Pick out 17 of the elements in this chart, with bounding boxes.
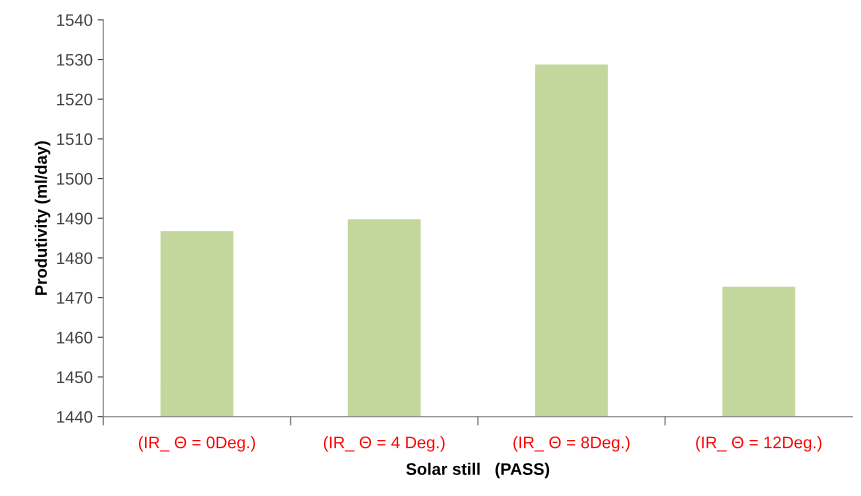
y-tick-label: 1450 <box>57 371 92 384</box>
y-tick-label: 1490 <box>57 212 92 224</box>
y-tick-label: 1530 <box>57 54 92 66</box>
y-axis-title: Produtivity (ml/day) <box>34 141 50 295</box>
y-tick-label: 1510 <box>57 133 92 146</box>
y-tick-label: 1540 <box>57 14 92 26</box>
y-tick-label: 1480 <box>57 252 92 264</box>
y-tick-label: 1470 <box>57 292 92 304</box>
x-tick-label: (IR_ Θ = 12Deg.) <box>696 436 822 452</box>
x-tick-label: (IR_ Θ = 8Deg.) <box>513 436 630 452</box>
x-tick-label: (IR_ Θ = 0Deg.) <box>138 436 255 452</box>
y-tick-label: 1460 <box>57 332 92 344</box>
x-tick-label: (IR_ Θ = 4 Deg.) <box>324 436 445 452</box>
x-axis-title: Solar still (PASS) <box>406 462 550 478</box>
y-tick-label: 1440 <box>57 411 92 423</box>
y-tick-label: 1520 <box>57 94 92 106</box>
y-tick-label: 1500 <box>57 172 92 185</box>
